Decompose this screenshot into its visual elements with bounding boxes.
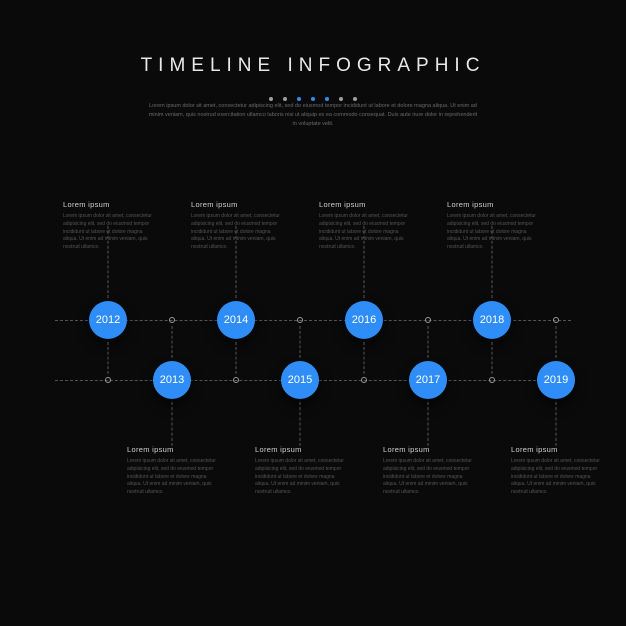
timeline-mini-circle bbox=[489, 377, 495, 383]
timeline-text-block: Lorem ipsum Lorem ipsum dolor sit amet, c… bbox=[383, 445, 473, 497]
timeline-leader-line bbox=[428, 402, 429, 446]
timeline-text-block: Lorem ipsum Lorem ipsum dolor sit amet, c… bbox=[319, 200, 409, 252]
timeline-connector bbox=[364, 342, 365, 374]
decorative-dot bbox=[297, 97, 301, 101]
timeline-connector bbox=[492, 342, 493, 374]
timeline-block-body: Lorem ipsum dolor sit amet, consectetur … bbox=[255, 458, 345, 497]
timeline-block-heading: Lorem ipsum bbox=[319, 200, 409, 209]
timeline-block-heading: Lorem ipsum bbox=[447, 200, 537, 209]
timeline-mini-circle bbox=[105, 377, 111, 383]
decorative-dot bbox=[269, 97, 273, 101]
timeline-text-block: Lorem ipsum Lorem ipsum dolor sit amet, c… bbox=[191, 200, 281, 252]
timeline-block-body: Lorem ipsum dolor sit amet, consectetur … bbox=[511, 458, 601, 497]
timeline-mini-circle bbox=[169, 317, 175, 323]
timeline-block-heading: Lorem ipsum bbox=[255, 445, 345, 454]
timeline-text-block: Lorem ipsum Lorem ipsum dolor sit amet, c… bbox=[127, 445, 217, 497]
timeline-block-heading: Lorem ipsum bbox=[127, 445, 217, 454]
timeline-leader-line bbox=[556, 402, 557, 446]
timeline-text-block: Lorem ipsum Lorem ipsum dolor sit amet, c… bbox=[511, 445, 601, 497]
timeline-connector bbox=[172, 326, 173, 358]
timeline-mini-circle bbox=[553, 317, 559, 323]
timeline-node: 2016 bbox=[345, 301, 383, 339]
timeline-block-heading: Lorem ipsum bbox=[63, 200, 153, 209]
decorative-dot bbox=[339, 97, 343, 101]
timeline-leader-line bbox=[300, 402, 301, 446]
timeline-connector bbox=[236, 342, 237, 374]
timeline-block-body: Lorem ipsum dolor sit amet, consectetur … bbox=[127, 458, 217, 497]
timeline-block-heading: Lorem ipsum bbox=[511, 445, 601, 454]
timeline-node: 2019 bbox=[537, 361, 575, 399]
page-title: TIMELINE INFOGRAPHIC bbox=[0, 55, 626, 77]
timeline-node: 2017 bbox=[409, 361, 447, 399]
timeline-mini-circle bbox=[425, 317, 431, 323]
timeline-block-body: Lorem ipsum dolor sit amet, consectetur … bbox=[319, 213, 409, 252]
timeline-node: 2014 bbox=[217, 301, 255, 339]
timeline-leader-line bbox=[172, 402, 173, 446]
timeline-text-block: Lorem ipsum Lorem ipsum dolor sit amet, c… bbox=[255, 445, 345, 497]
timeline-block-body: Lorem ipsum dolor sit amet, consectetur … bbox=[63, 213, 153, 252]
timeline-mini-circle bbox=[233, 377, 239, 383]
timeline-block-body: Lorem ipsum dolor sit amet, consectetur … bbox=[447, 213, 537, 252]
decorative-dot bbox=[283, 97, 287, 101]
intro-paragraph: Lorem ipsum dolor sit amet, consectetur … bbox=[148, 102, 478, 128]
timeline-mini-circle bbox=[297, 317, 303, 323]
timeline-connector bbox=[108, 342, 109, 374]
timeline-node: 2018 bbox=[473, 301, 511, 339]
timeline-block-body: Lorem ipsum dolor sit amet, consectetur … bbox=[191, 213, 281, 252]
decorative-dot bbox=[325, 97, 329, 101]
timeline-text-block: Lorem ipsum Lorem ipsum dolor sit amet, c… bbox=[447, 200, 537, 252]
timeline-connector bbox=[428, 326, 429, 358]
decorative-dot bbox=[353, 97, 357, 101]
infographic-canvas: TIMELINE INFOGRAPHIC Lorem ipsum dolor s… bbox=[0, 0, 626, 626]
timeline-connector bbox=[300, 326, 301, 358]
timeline-mini-circle bbox=[361, 377, 367, 383]
decorative-dot bbox=[311, 97, 315, 101]
timeline-node: 2013 bbox=[153, 361, 191, 399]
timeline-text-block: Lorem ipsum Lorem ipsum dolor sit amet, c… bbox=[63, 200, 153, 252]
timeline-block-heading: Lorem ipsum bbox=[191, 200, 281, 209]
timeline-node: 2015 bbox=[281, 361, 319, 399]
timeline-block-heading: Lorem ipsum bbox=[383, 445, 473, 454]
timeline-block-body: Lorem ipsum dolor sit amet, consectetur … bbox=[383, 458, 473, 497]
timeline-connector bbox=[556, 326, 557, 358]
timeline-node: 2012 bbox=[89, 301, 127, 339]
